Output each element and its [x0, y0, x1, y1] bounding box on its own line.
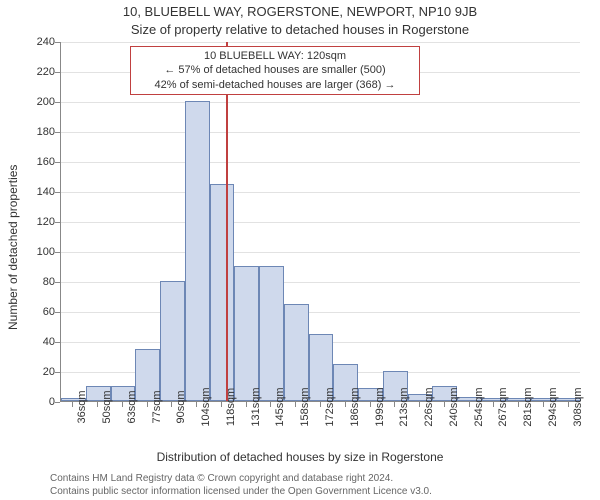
xtick-mark: [97, 402, 98, 407]
xtick-mark: [394, 402, 395, 407]
ytick-label: 240: [25, 36, 55, 48]
xtick-label: 77sqm: [151, 390, 163, 423]
xtick-label: 199sqm: [374, 387, 386, 426]
xtick-mark: [543, 402, 544, 407]
annotation-line3: 42% of semi-detached houses are larger (…: [135, 78, 415, 92]
gridline: [61, 282, 580, 283]
xtick-mark: [370, 402, 371, 407]
xtick-mark: [270, 402, 271, 407]
xtick-mark: [469, 402, 470, 407]
ytick-label: 140: [25, 186, 55, 198]
xtick-mark: [171, 402, 172, 407]
ytick-mark: [55, 72, 60, 73]
ytick-mark: [55, 42, 60, 43]
plot-inner: [60, 42, 580, 402]
xtick-label: 240sqm: [448, 387, 460, 426]
plot-area: 020406080100120140160180200220240 36sqm5…: [60, 42, 580, 402]
xtick-mark: [72, 402, 73, 407]
xtick-mark: [345, 402, 346, 407]
ytick-mark: [55, 132, 60, 133]
ytick-label: 120: [25, 216, 55, 228]
xtick-label: 104sqm: [200, 387, 212, 426]
xtick-mark: [147, 402, 148, 407]
histogram-bar: [160, 281, 185, 401]
ytick-mark: [55, 402, 60, 403]
xtick-label: 267sqm: [497, 387, 509, 426]
chart-title-line1: 10, BLUEBELL WAY, ROGERSTONE, NEWPORT, N…: [0, 4, 600, 19]
histogram-bar: [210, 184, 235, 402]
gridline: [61, 42, 580, 43]
xtick-mark: [518, 402, 519, 407]
ytick-mark: [55, 162, 60, 163]
annotation-line2: ← 57% of detached houses are smaller (50…: [135, 63, 415, 77]
gridline: [61, 132, 580, 133]
ytick-label: 160: [25, 156, 55, 168]
xtick-label: 186sqm: [349, 387, 361, 426]
footer-line2: Contains public sector information licen…: [50, 486, 432, 497]
xtick-label: 158sqm: [299, 387, 311, 426]
chart-title-line2: Size of property relative to detached ho…: [0, 22, 600, 37]
ytick-mark: [55, 222, 60, 223]
chart-container: 10, BLUEBELL WAY, ROGERSTONE, NEWPORT, N…: [0, 0, 600, 500]
xtick-label: 281sqm: [522, 387, 534, 426]
marker-line: [226, 42, 228, 401]
xtick-label: 90sqm: [175, 390, 187, 423]
annotation-box: 10 BLUEBELL WAY: 120sqm ← 57% of detache…: [130, 46, 420, 95]
gridline: [61, 252, 580, 253]
ytick-mark: [55, 372, 60, 373]
xtick-label: 308sqm: [572, 387, 584, 426]
ytick-label: 60: [25, 306, 55, 318]
xtick-mark: [444, 402, 445, 407]
xtick-label: 118sqm: [225, 388, 237, 426]
histogram-bar: [284, 304, 309, 402]
ytick-mark: [55, 192, 60, 193]
xtick-label: 36sqm: [76, 390, 88, 423]
xtick-label: 50sqm: [101, 390, 113, 423]
ytick-label: 40: [25, 336, 55, 348]
xtick-label: 226sqm: [423, 387, 435, 426]
gridline: [61, 162, 580, 163]
xtick-mark: [196, 402, 197, 407]
ytick-mark: [55, 312, 60, 313]
ytick-mark: [55, 282, 60, 283]
ytick-label: 80: [25, 276, 55, 288]
footer-line1: Contains HM Land Registry data © Crown c…: [50, 473, 393, 484]
ytick-label: 220: [25, 66, 55, 78]
gridline: [61, 192, 580, 193]
xtick-label: 294sqm: [547, 387, 559, 426]
ytick-label: 200: [25, 96, 55, 108]
xtick-mark: [295, 402, 296, 407]
xtick-mark: [419, 402, 420, 407]
xtick-label: 172sqm: [324, 387, 336, 426]
xtick-mark: [320, 402, 321, 407]
gridline: [61, 222, 580, 223]
xtick-mark: [568, 402, 569, 407]
ytick-mark: [55, 342, 60, 343]
gridline: [61, 102, 580, 103]
xtick-label: 145sqm: [274, 387, 286, 426]
ytick-label: 0: [25, 396, 55, 408]
ytick-mark: [55, 252, 60, 253]
histogram-bar: [234, 266, 259, 401]
annotation-line1: 10 BLUEBELL WAY: 120sqm: [135, 49, 415, 63]
histogram-bar: [185, 101, 210, 401]
xtick-mark: [246, 402, 247, 407]
xtick-mark: [221, 402, 222, 407]
xtick-mark: [493, 402, 494, 407]
xtick-label: 254sqm: [473, 387, 485, 426]
ytick-mark: [55, 102, 60, 103]
ytick-label: 20: [25, 366, 55, 378]
ytick-label: 180: [25, 126, 55, 138]
xtick-label: 131sqm: [250, 387, 262, 426]
gridline: [61, 312, 580, 313]
y-axis-label: Number of detached properties: [6, 165, 20, 330]
ytick-label: 100: [25, 246, 55, 258]
xtick-label: 63sqm: [126, 390, 138, 423]
histogram-bar: [259, 266, 284, 401]
xtick-label: 213sqm: [398, 387, 410, 426]
xtick-mark: [122, 402, 123, 407]
x-axis-label: Distribution of detached houses by size …: [0, 450, 600, 464]
